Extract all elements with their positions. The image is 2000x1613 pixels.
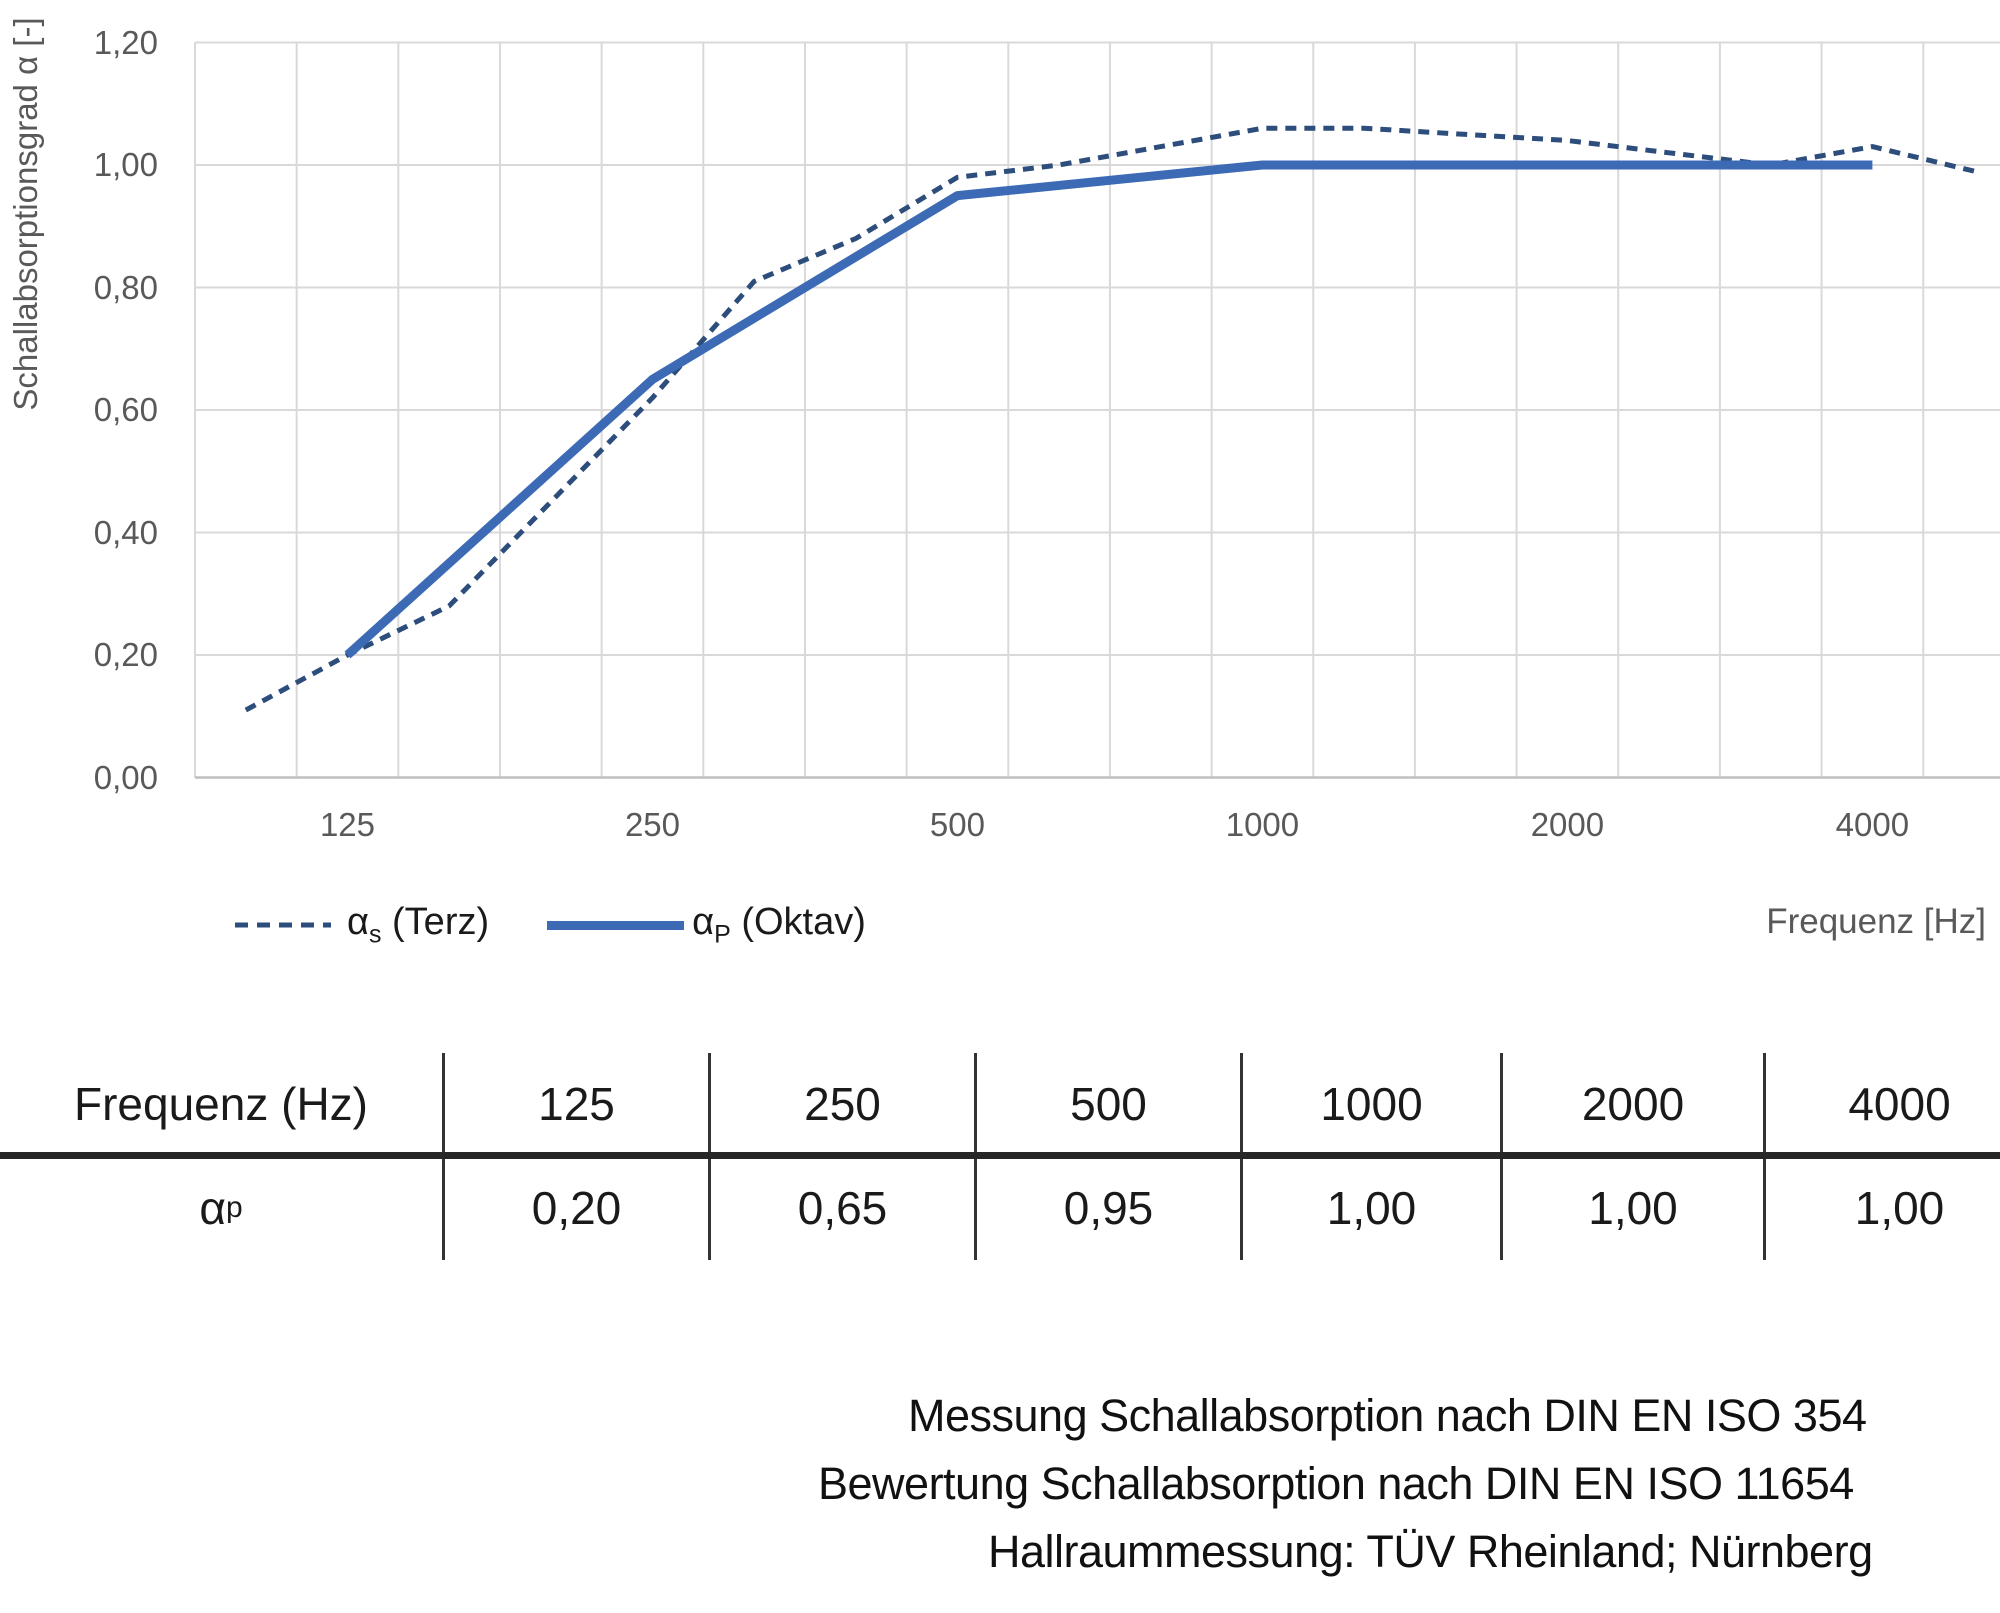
table-horizontal-rule (0, 1152, 2000, 1159)
y-tick-label: 1,20 (93, 23, 158, 61)
footer-measurement-note: Messung Schallabsorption nach DIN EN ISO… (908, 1390, 1867, 1441)
table-frequency-cell: 125 (442, 1053, 708, 1155)
legend-solid-line-swatch (547, 920, 685, 930)
absorption-table: Frequenz (Hz) 125 250 500 1000 2000 4000 α p 0,20… (0, 1053, 2000, 1260)
footer-lab-note: Hallraummessung: TÜV Rheinland; Nürnberg (988, 1526, 1873, 1577)
y-tick-label: 1,00 (93, 146, 158, 183)
legend-label-oktav: αP (Oktav) (692, 900, 866, 949)
table-value-cell: 0,20 (442, 1155, 708, 1260)
absorption-line-chart (194, 41, 2000, 779)
table-value-cell: 0,65 (708, 1155, 974, 1260)
table-header-label: Frequenz (Hz) (74, 1078, 368, 1130)
y-tick-label: 0,00 (93, 758, 158, 796)
chart-series (244, 125, 1975, 713)
x-axis-title: Frequenz [Hz] (1766, 902, 1986, 941)
series-terz-dashed-line (244, 125, 1975, 713)
x-tick-label: 500 (929, 806, 985, 843)
table-frequency-cell: 1000 (1240, 1053, 1500, 1155)
y-tick-label: 0,80 (93, 268, 158, 306)
grid-lines (194, 41, 2000, 779)
legend-label-terz: αs (Terz) (347, 900, 490, 949)
y-axis-title: Schallabsorptionsgrad α [-] (7, 17, 44, 411)
x-tick-label: 2000 (1530, 806, 1605, 843)
table-value-cell: 0,95 (974, 1155, 1240, 1260)
chart-legend: αs (Terz) αP (Oktav) (235, 901, 866, 949)
table-value-cell: 1,00 (1500, 1155, 1763, 1260)
footer-rating-note: Bewertung Schallabsorption nach DIN EN I… (818, 1458, 1854, 1509)
x-tick-label: 4000 (1835, 806, 1910, 843)
table-frequency-cell: 2000 (1500, 1053, 1763, 1155)
x-tick-label: 1000 (1225, 806, 1300, 843)
series-oktav-solid-line (344, 160, 1873, 659)
table-frequency-cell: 500 (974, 1053, 1240, 1155)
y-tick-label: 0,20 (93, 636, 158, 673)
table-value-cell: 1,00 (1763, 1155, 2000, 1260)
table-frequency-cell: 250 (708, 1053, 974, 1155)
y-tick-label: 0,60 (93, 391, 158, 428)
x-tick-label: 125 (319, 806, 376, 843)
y-tick-label: 0,40 (93, 513, 158, 551)
x-tick-label: 250 (624, 806, 680, 843)
table-value-cell: 1,00 (1240, 1155, 1500, 1260)
legend-dashed-line-swatch (235, 922, 331, 928)
table-frequency-cell: 4000 (1763, 1053, 2000, 1155)
